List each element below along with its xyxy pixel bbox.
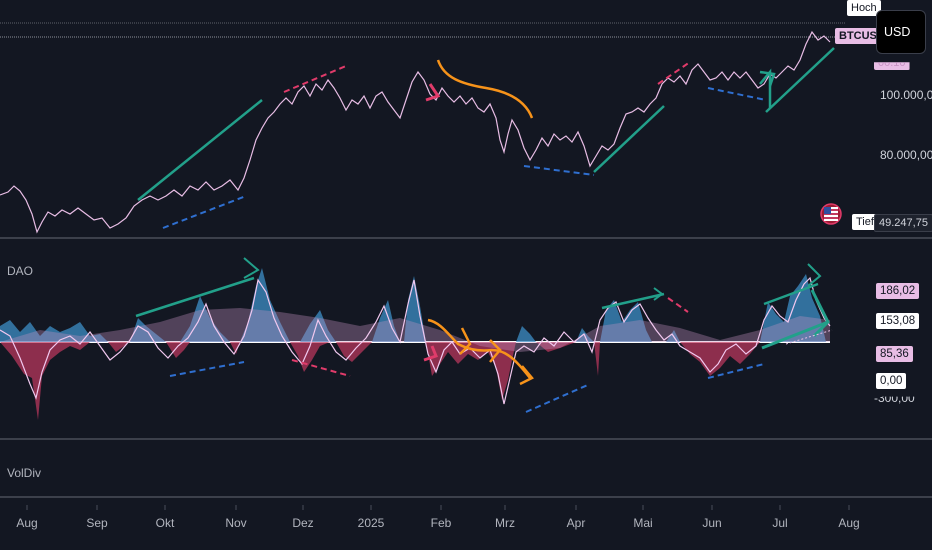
dao-annotation-arrow-2 — [489, 339, 502, 363]
us-flag-icon[interactable] — [820, 197, 842, 231]
voldiv-pane-title: VolDiv — [7, 466, 42, 480]
annotation-curve-1[interactable] — [436, 59, 534, 119]
dao-pane-title: DAO — [7, 264, 34, 278]
month-aug-2025: Aug — [838, 516, 860, 530]
symbol-tag[interactable]: BTCUSD — [835, 28, 889, 44]
low-price-tag: 49.247,75 — [874, 214, 932, 232]
dao-bull-trendline-3[interactable] — [763, 282, 819, 306]
dao-value-tag-1: 186,02 — [876, 283, 920, 299]
dao-bull-trendline-2[interactable] — [601, 292, 665, 310]
dao-bull-divergence-1[interactable] — [169, 361, 245, 377]
price-label-80k: 80.000,00 — [880, 148, 932, 162]
bear-divergence-line-1[interactable] — [283, 65, 347, 93]
dao-bull-trendline-4[interactable] — [761, 320, 829, 350]
month-jul: Jul — [772, 516, 788, 530]
bull-trendline-1[interactable] — [137, 99, 263, 201]
bull-arrow-1[interactable] — [759, 68, 772, 108]
low-tag: Tief — [852, 214, 878, 230]
bull-divergence-support-1[interactable] — [162, 195, 247, 229]
bear-arrow-1[interactable] — [425, 83, 441, 102]
dao-bull-divergence-2[interactable] — [525, 383, 591, 413]
dao-value-tag-3: 85,36 — [876, 346, 913, 362]
dao-bull-arrow-2 — [653, 287, 664, 301]
month-sep: Sep — [86, 516, 108, 530]
month-apr: Apr — [566, 516, 586, 530]
dao-annotation-arrow-1 — [459, 327, 472, 355]
high-tag: Hoch — [847, 0, 881, 16]
currency-button[interactable]: USD — [876, 10, 926, 54]
dao-annotation-curve-1[interactable] — [427, 318, 531, 379]
dao-bull-arrow-1[interactable] — [243, 257, 260, 279]
price-line — [0, 30, 831, 234]
price-label-100k: 100.000,00 — [880, 88, 932, 102]
month-okt: Okt — [155, 516, 175, 530]
bull-arrow-head-1 — [759, 70, 776, 87]
month-jun: Jun — [702, 516, 722, 530]
dao-axis-label: -300,00 — [874, 391, 915, 405]
month-nov: Nov — [225, 516, 247, 530]
dao-histogram-positive — [0, 268, 826, 342]
month-dez: Dez — [292, 516, 314, 530]
dao-bear-divergence-1[interactable] — [291, 359, 351, 377]
dao-histogram-negative — [0, 342, 760, 420]
bear-divergence-line-2[interactable] — [657, 61, 691, 85]
dao-bull-arrow-3 — [807, 263, 822, 287]
month-mai: Mai — [633, 516, 653, 530]
month-mrz: Mrz — [495, 516, 515, 530]
dao-bull-arrow-4 — [810, 289, 830, 338]
bull-divergence-support-3[interactable] — [707, 87, 767, 101]
partial-price-tag: 00.10 — [874, 62, 910, 70]
dao-dotted-guide — [785, 329, 833, 345]
dao-annotation-arrow-3 — [519, 365, 534, 386]
time-axis-ticks — [26, 505, 850, 510]
dao-value-tag-2: 153,08 — [876, 313, 920, 329]
month-feb: Feb — [430, 516, 452, 530]
month-year-2025: 2025 — [357, 516, 385, 530]
bull-trendline-3[interactable] — [765, 47, 835, 113]
dao-bear-divergence-2[interactable] — [667, 297, 689, 313]
month-aug-2024: Aug — [16, 516, 38, 530]
dao-signal-area — [0, 308, 830, 352]
bull-trendline-2[interactable] — [593, 105, 665, 173]
dao-oscillator-line — [0, 276, 831, 405]
dao-bull-trendline-1[interactable] — [135, 276, 255, 318]
bull-divergence-support-2[interactable] — [523, 165, 595, 176]
dao-value-tag-4: 0,00 — [876, 373, 907, 389]
dao-bear-arrow-1[interactable] — [423, 345, 438, 362]
